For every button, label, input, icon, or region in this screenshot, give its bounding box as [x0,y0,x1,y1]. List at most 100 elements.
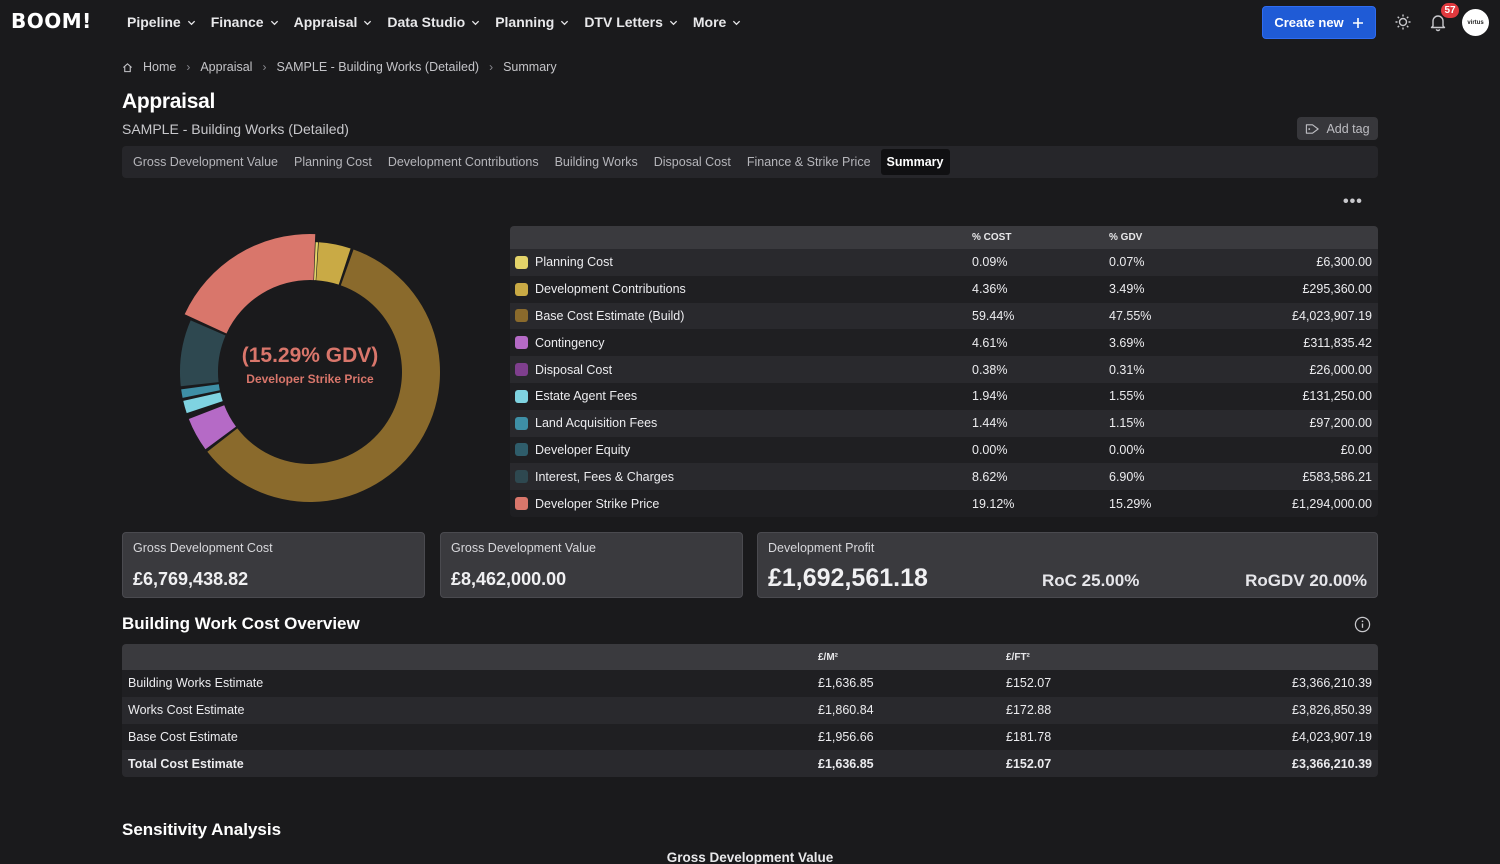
row-name-cell: Development Contributions [510,282,966,296]
donut-center-value: (15.29% GDV) [241,344,379,367]
card-value: £6,769,438.82 [133,569,249,589]
top-navigation-bar: BOOM! Pipeline Finance Appraisal Data St… [0,0,1500,44]
row-name-cell: Planning Cost [510,255,966,269]
row-value: £6,300.00 [1316,255,1372,270]
row-value: £4,023,907.19 [1292,729,1372,744]
tab-summary[interactable]: Summary [880,149,950,175]
tab-planning-cost[interactable]: Planning Cost [293,155,372,169]
row-name-cell: Contingency [510,336,966,350]
row-pct-cost: 8.62% [972,469,1008,484]
row-pct-gdv: 1.15% [1109,416,1145,431]
building-work-table: £/M² £/FT² Building Works Estimate £1,63… [122,644,1378,778]
chevron-right-icon: › [262,60,267,74]
appraisal-tabs: Gross Development Value Planning Cost De… [122,146,1378,178]
donut-slice-land-acquisition-fees[interactable] [181,384,220,398]
summary-table-header: % COST % GDV [510,226,1378,249]
sensitivity-axis-caption: Gross Development Value [666,850,834,864]
tab-disposal-cost[interactable]: Disposal Cost [653,155,731,169]
row-per-m2: £1,956.66 [818,729,874,744]
donut-slice-planning-cost[interactable] [314,242,319,281]
row-value: £1,294,000.00 [1292,496,1372,511]
tab-gross-development-value[interactable]: Gross Development Value [133,155,278,169]
row-name: Building Works Estimate [128,676,264,691]
tab-development-contributions[interactable]: Development Contributions [387,155,539,169]
donut-slice-developer-strike-price[interactable] [184,234,316,334]
nav-label: Planning [495,14,555,30]
row-name: Total Cost Estimate [128,756,244,771]
donut-slice-estate-agent-fees[interactable] [183,392,223,414]
row-name: Base Cost Estimate (Build) [535,308,685,323]
chevron-down-icon [270,20,278,25]
row-value: £131,250.00 [1302,389,1372,404]
nav-dtv-letters[interactable]: DTV Letters [584,14,678,30]
row-value: £26,000.00 [1309,362,1372,377]
donut-slice-base-cost-estimate-build[interactable] [207,249,440,502]
row-name: Land Acquisition Fees [535,416,658,431]
chevron-right-icon: › [186,60,191,74]
row-per-m2: £1,860.84 [818,703,874,718]
legend-swatch [515,389,528,403]
row-name: Planning Cost [535,255,613,270]
donut-svg [180,234,440,502]
boom-logo[interactable]: BOOM! [11,9,92,33]
row-per-m2: £1,636.85 [818,676,874,691]
nav-pipeline[interactable]: Pipeline [127,14,196,30]
tab-building-works[interactable]: Building Works [554,155,638,169]
main-nav: Pipeline Finance Appraisal Data Studio P… [127,0,756,44]
row-pct-cost: 19.12% [972,496,1015,511]
breadcrumb-appraisal[interactable]: Appraisal [200,60,253,74]
table-row: Planning Cost 0.09% 0.07% £6,300.00 [510,249,1378,276]
donut-slice-development-contributions[interactable] [316,242,351,285]
header-pct-cost: % COST [972,232,1012,243]
row-pct-gdv: 6.90% [1109,469,1145,484]
row-value: £3,826,850.39 [1292,703,1372,718]
home-icon [123,62,132,72]
summary-table: % COST % GDV Planning Cost 0.09% 0.07% £6,3… [510,226,1378,517]
chevron-down-icon [364,20,372,25]
info-icon[interactable] [1354,616,1371,633]
legend-swatch [515,416,528,430]
row-pct-gdv: 3.69% [1109,335,1145,350]
sun-icon[interactable] [1393,12,1413,32]
donut-slice-contingency[interactable] [188,405,236,450]
table-row: Interest, Fees & Charges 8.62% 6.90% £583,5… [510,463,1378,491]
breadcrumb-appraisal-name[interactable]: SAMPLE - Building Works (Detailed) [276,60,480,74]
row-value: £3,366,210.39 [1292,676,1372,691]
add-tag-label: Add tag [1326,121,1370,136]
bell-icon[interactable] [1428,12,1448,32]
card-value: £8,462,000.00 [451,569,567,589]
page-subtitle: SAMPLE - Building Works (Detailed) [122,121,349,137]
row-per-ft2: £172.88 [1006,703,1052,718]
donut-slice-disposal-cost[interactable] [187,403,224,417]
nav-finance[interactable]: Finance [211,14,279,30]
nav-appraisal[interactable]: Appraisal [294,14,373,30]
row-value: £97,200.00 [1309,416,1372,431]
row-pct-cost: 59.44% [972,308,1015,323]
create-new-label: Create new [1274,15,1344,30]
add-tag-button[interactable]: Add tag [1297,117,1378,140]
row-name-cell: Base Cost Estimate (Build) [510,309,966,323]
page-title: Appraisal [122,90,215,113]
card-label: Development Profit [768,541,875,555]
row-pct-gdv: 0.31% [1109,362,1145,377]
header-per-m2: £/M² [818,651,838,663]
nav-planning[interactable]: Planning [495,14,569,30]
row-value: £295,360.00 [1302,282,1372,297]
donut-center-label: Developer Strike Price [246,372,374,386]
create-new-button[interactable]: Create new [1262,6,1376,39]
nav-data-studio[interactable]: Data Studio [387,14,480,30]
donut-center: (15.29% GDV) Developer Strike Price [160,344,460,386]
table-row: Estate Agent Fees 1.94% 1.55% £131,250.00 [510,382,1378,410]
donut-slice-interest-fees-charges[interactable] [180,320,226,387]
table-row: Contingency 4.61% 3.69% £311,835.42 [510,329,1378,357]
row-per-ft2: £152.07 [1006,676,1052,691]
nav-more[interactable]: More [693,14,741,30]
tab-finance-strike-price[interactable]: Finance & Strike Price [746,155,871,169]
return-on-gdv: RoGDV 20.00% [1245,571,1367,590]
card-value: £1,692,561.18 [768,564,928,592]
avatar[interactable]: virtus [1462,9,1489,36]
nav-label: More [692,14,727,30]
more-options-icon[interactable]: ••• [1343,193,1363,210]
breadcrumb-home[interactable]: Home [143,60,177,74]
row-pct-cost: 4.61% [972,335,1008,350]
